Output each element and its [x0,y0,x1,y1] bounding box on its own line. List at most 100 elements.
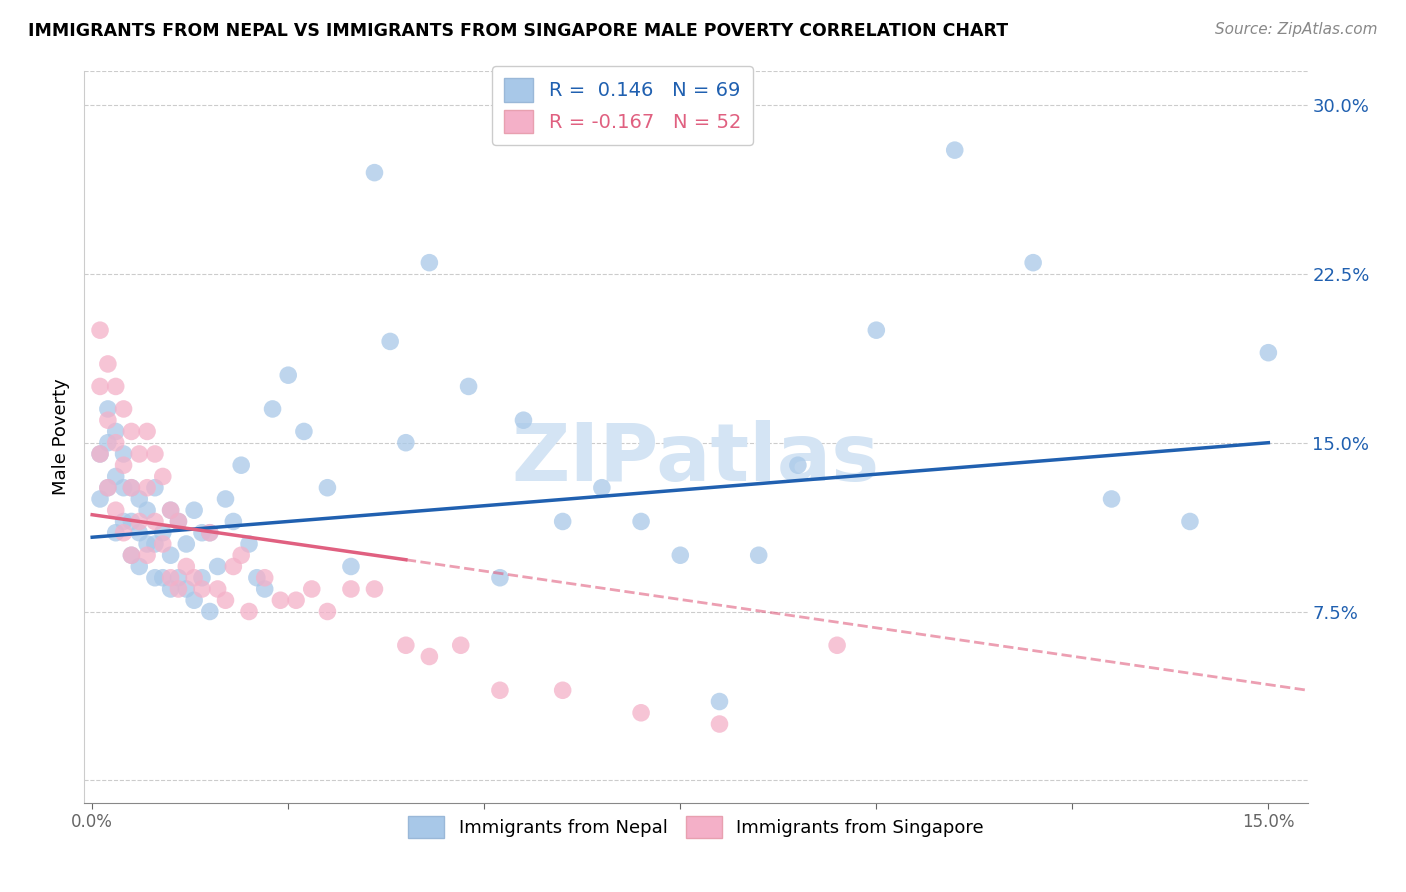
Point [152,525,174,540]
Point [709,694,731,708]
Point [316,605,339,619]
Point [143,515,166,529]
Text: ZIPatlas: ZIPatlas [512,420,880,498]
Point [89,379,111,393]
Point [112,525,135,540]
Point [551,515,574,529]
Y-axis label: Male Poverty: Male Poverty [52,379,70,495]
Point [89,447,111,461]
Point [104,435,127,450]
Point [340,559,363,574]
Point [159,548,181,562]
Point [112,515,135,529]
Point [183,571,205,585]
Point [97,413,120,427]
Point [450,638,472,652]
Point [89,323,111,337]
Point [709,717,731,731]
Point [292,425,315,439]
Point [1257,345,1279,359]
Point [104,425,127,439]
Point [159,503,181,517]
Point [246,571,269,585]
Point [301,582,323,596]
Point [630,706,652,720]
Point [825,638,848,652]
Point [128,559,150,574]
Point [262,401,284,416]
Point [1022,255,1045,269]
Point [97,435,120,450]
Point [143,537,166,551]
Point [120,548,142,562]
Point [97,357,120,371]
Point [128,491,150,506]
Point [669,548,692,562]
Point [136,425,159,439]
Point [551,683,574,698]
Point [222,559,245,574]
Point [159,582,181,596]
Point [112,481,135,495]
Point [174,537,197,551]
Point [128,525,150,540]
Point [89,447,111,461]
Point [198,525,221,540]
Point [167,582,190,596]
Text: Source: ZipAtlas.com: Source: ZipAtlas.com [1215,22,1378,37]
Point [207,582,229,596]
Point [174,559,197,574]
Point [97,401,120,416]
Point [143,571,166,585]
Point [512,413,534,427]
Point [152,537,174,551]
Point [120,425,142,439]
Point [1178,515,1201,529]
Text: IMMIGRANTS FROM NEPAL VS IMMIGRANTS FROM SINGAPORE MALE POVERTY CORRELATION CHAR: IMMIGRANTS FROM NEPAL VS IMMIGRANTS FROM… [28,22,1008,40]
Point [120,481,142,495]
Point [231,458,253,473]
Point [591,481,613,495]
Point [159,571,181,585]
Point [104,525,127,540]
Point [231,548,253,562]
Point [457,379,479,393]
Point [253,582,276,596]
Point [395,435,418,450]
Point [104,503,127,517]
Point [363,582,385,596]
Point [152,469,174,483]
Point [395,638,418,652]
Point [112,401,135,416]
Point [198,605,221,619]
Point [191,582,214,596]
Point [748,548,770,562]
Point [277,368,299,383]
Point [136,548,159,562]
Point [104,379,127,393]
Point [214,491,236,506]
Point [222,515,245,529]
Point [943,143,966,157]
Point [238,605,260,619]
Point [191,525,214,540]
Point [128,515,150,529]
Point [340,582,363,596]
Point [253,571,276,585]
Point [97,481,120,495]
Point [167,571,190,585]
Point [269,593,291,607]
Point [159,503,181,517]
Point [285,593,308,607]
Point [120,548,142,562]
Point [97,481,120,495]
Point [316,481,339,495]
Point [167,515,190,529]
Point [198,525,221,540]
Point [418,255,440,269]
Point [183,593,205,607]
Point [1101,491,1123,506]
Point [143,447,166,461]
Point [152,571,174,585]
Point [238,537,260,551]
